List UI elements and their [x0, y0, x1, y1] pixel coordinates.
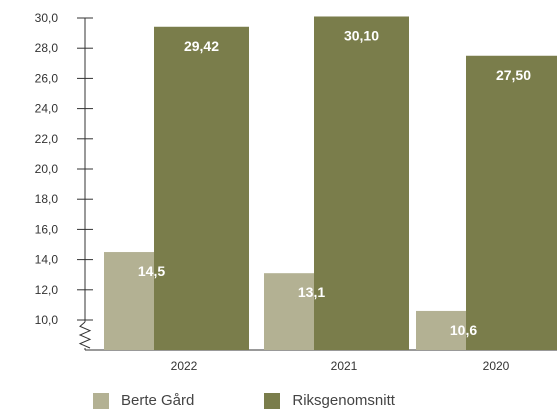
legend-label-riksgenomsnitt: Riksgenomsnitt [292, 392, 395, 409]
y-tick-label: 18,0 [35, 192, 59, 206]
axis-break-zigzag [78, 321, 92, 349]
y-tick-label: 12,0 [35, 283, 59, 297]
x-tick-label: 2020 [483, 359, 510, 373]
y-tick-label: 22,0 [35, 132, 59, 146]
y-tick-label: 20,0 [35, 162, 59, 176]
legend: Berte Gård Riksgenomsnitt [93, 392, 465, 409]
y-tick-label: 28,0 [35, 41, 59, 55]
x-tick-label: 2022 [171, 359, 198, 373]
bar-riksgenomsnitt-2022 [154, 26, 249, 351]
bar-value-label: 29,42 [184, 38, 219, 54]
x-tick-label: 2021 [331, 359, 358, 373]
y-tick-label: 10,0 [35, 313, 59, 327]
legend-item-berte-gard: Berte Gård [93, 392, 194, 409]
bar-riksgenomsnitt-2021 [314, 16, 409, 351]
y-tick-label: 30,0 [35, 11, 59, 25]
bar-value-label: 27,50 [496, 67, 531, 83]
bar-value-label: 30,10 [344, 27, 379, 43]
y-tick-label: 24,0 [35, 102, 59, 116]
y-tick-label: 26,0 [35, 71, 59, 85]
bar-value-label: 13,1 [298, 284, 325, 300]
bar-value-label: 14,5 [138, 263, 165, 279]
y-tick-label: 14,0 [35, 253, 59, 267]
legend-swatch-riksgenomsnitt [264, 392, 281, 409]
legend-label-berte-gard: Berte Gård [121, 392, 195, 409]
legend-swatch-berte-gard [93, 392, 109, 409]
axis-break-mask [84, 322, 86, 348]
bar-value-label: 10,6 [450, 322, 477, 338]
bar-riksgenomsnitt-2020 [466, 55, 557, 350]
legend-item-riksgenomsnitt: Riksgenomsnitt [264, 392, 395, 409]
y-tick-label: 16,0 [35, 222, 59, 236]
